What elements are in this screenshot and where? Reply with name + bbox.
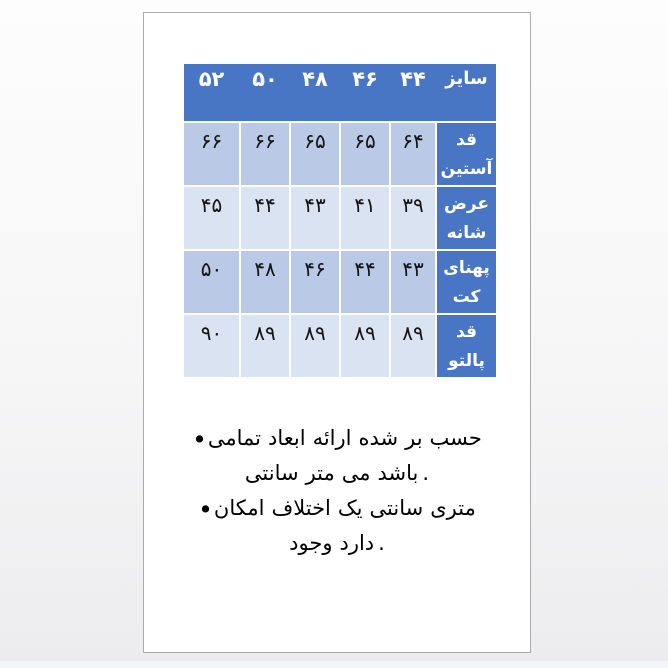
value-cell: ۶۶: [241, 123, 289, 185]
value-cell: ۴۱: [341, 187, 389, 249]
note-word: ارائه: [312, 426, 352, 450]
row-label-word: پهنای: [443, 258, 490, 278]
note-word: متر: [305, 461, 335, 485]
bottom-strip: [0, 661, 668, 668]
note-word: می: [341, 461, 371, 485]
note-word: یک: [337, 496, 363, 520]
note-word: سانتی: [244, 461, 299, 485]
value-cell: ۸۹: [291, 315, 339, 377]
note-word: وجود: [289, 531, 333, 555]
row-label-cell: قد پالتو: [437, 315, 496, 377]
value-cell: ۶۶: [184, 123, 239, 185]
value-cell: ۴۴: [241, 187, 289, 249]
row-label-word: پالتو: [448, 351, 485, 371]
header-size-cell: ۵۲: [198, 67, 225, 91]
note-word: تمامی: [207, 426, 261, 450]
header-size-cell: ۵۰: [252, 67, 278, 91]
note-word: حسب: [429, 426, 482, 450]
value-cell: ۵۰: [184, 251, 239, 313]
row-label-word: قد: [456, 130, 477, 150]
value-cell: ۸۹: [391, 315, 435, 377]
header-label-cell: سایز: [445, 68, 488, 89]
row-label-word: عرض: [443, 194, 490, 214]
note-word: سانتی: [369, 496, 424, 520]
note-word: اختلاف: [271, 496, 331, 520]
value-cell: ۴۵: [184, 187, 239, 249]
note-word: .: [378, 531, 385, 555]
value-cell: ۶۵: [341, 123, 389, 185]
value-cell: ۸۹: [241, 315, 289, 377]
bullet-icon: •: [198, 495, 213, 524]
note-line: وجود دارد.: [144, 526, 530, 561]
value-cell: ۸۹: [341, 315, 389, 377]
note-word: شده: [358, 426, 399, 450]
header-size-cell: ۴۶: [352, 67, 378, 91]
note-word: بر: [405, 426, 423, 450]
bullet-icon: •: [192, 425, 207, 454]
row-label-word: کت: [452, 287, 481, 307]
document-page: ۵۲ ۵۰ ۴۸ ۴۶ ۴۴ سایز ۶۶ ۶۶ ۶۵ ۶۵ ۶۴ قد آستین ۴۵ ۴۴ ۴۳ ۴۱ ۳…: [143, 12, 531, 653]
value-cell: ۴۳: [391, 251, 435, 313]
row-label-cell: پهنای کت: [437, 251, 496, 313]
note-word: متری: [430, 496, 476, 520]
note-line: سانتی متر می باشد.: [144, 456, 530, 491]
note-word: دارد: [339, 531, 375, 555]
row-label-cell: قد آستین: [437, 123, 496, 185]
value-cell: ۴۶: [291, 251, 339, 313]
note-line: •امکان اختلاف یک سانتی متری: [144, 491, 530, 526]
note-line: •تمامی ابعاد ارائه شده بر حسب: [144, 421, 530, 456]
header-size-cell: ۴۸: [302, 67, 328, 91]
value-cell: ۴۸: [241, 251, 289, 313]
row-label-word: شانه: [446, 223, 487, 243]
note-word: .: [422, 461, 430, 485]
value-cell: ۴۴: [341, 251, 389, 313]
value-cell: ۶۵: [291, 123, 339, 185]
value-cell: ۶۴: [391, 123, 435, 185]
row-label-word: آستین: [440, 159, 493, 179]
note-word: باشد: [377, 461, 419, 485]
row-label-cell: عرض شانه: [437, 187, 496, 249]
value-cell: ۴۳: [291, 187, 339, 249]
table-header-band: [184, 64, 496, 121]
row-label-word: قد: [456, 322, 477, 342]
size-chart-table: ۵۲ ۵۰ ۴۸ ۴۶ ۴۴ سایز ۶۶ ۶۶ ۶۵ ۶۵ ۶۴ قد آستین ۴۵ ۴۴ ۴۳ ۴۱ ۳…: [184, 64, 496, 377]
note-word: ابعاد: [268, 426, 306, 450]
note-word: امکان: [213, 496, 265, 520]
value-cell: ۳۹: [391, 187, 435, 249]
header-size-cell: ۴۴: [400, 67, 426, 91]
notes-block: •تمامی ابعاد ارائه شده بر حسب سانتی متر می باشد. •…: [144, 421, 530, 561]
value-cell: ۹۰: [184, 315, 239, 377]
